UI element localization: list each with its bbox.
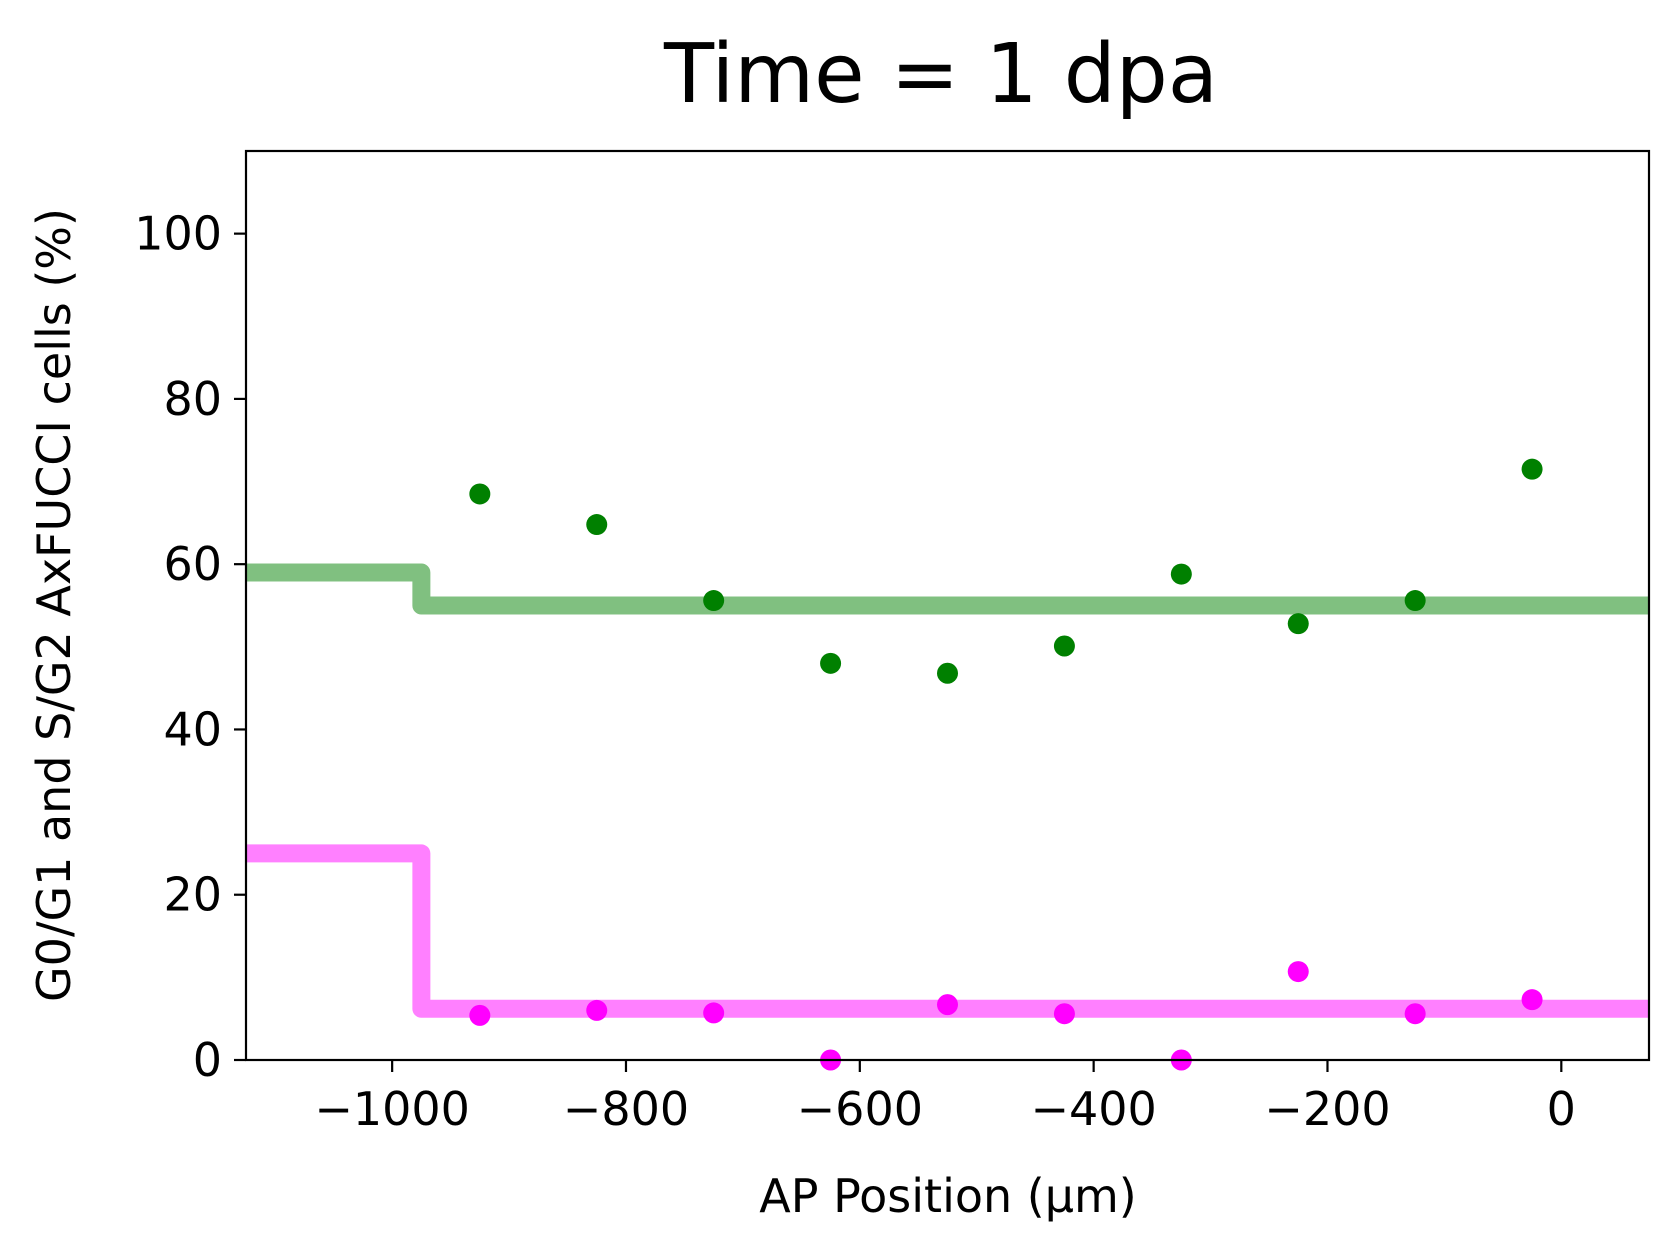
data-point-1-0: [469, 1004, 491, 1026]
data-point-0-4: [937, 662, 958, 684]
data-point-1-7: [1287, 961, 1309, 983]
y-tick-label: 60: [163, 537, 222, 591]
x-axis-label: AP Position (μm): [759, 1169, 1137, 1223]
x-tick-label: −400: [1030, 1082, 1156, 1136]
x-tick-label: −1000: [314, 1082, 470, 1136]
data-point-0-8: [1404, 590, 1426, 612]
axes-frame: [244, 149, 1651, 1062]
y-tick-label: 80: [163, 372, 222, 426]
chart-title: Time = 1 dpa: [663, 27, 1218, 122]
x-tick-label: −800: [563, 1082, 689, 1136]
data-point-1-8: [1404, 1003, 1426, 1025]
plot-area: [246, 458, 1649, 1071]
data-point-1-2: [703, 1002, 725, 1024]
y-tick-label: 20: [163, 868, 222, 922]
y-tick-label: 0: [193, 1033, 222, 1087]
data-point-0-9: [1521, 458, 1543, 480]
y-tick-label: 40: [163, 702, 222, 756]
y-axis-ticks: 0 20 40 60 80 100: [134, 207, 246, 1087]
data-point-1-1: [586, 999, 608, 1021]
y-tick-label: 100: [134, 207, 222, 261]
x-tick-label: −200: [1264, 1082, 1390, 1136]
data-point-0-3: [820, 652, 842, 674]
y-axis-label: G0/G1 and S/G2 AxFUCCI cells (%): [27, 208, 81, 1002]
data-point-0-0: [469, 483, 491, 505]
data-point-0-5: [1053, 635, 1075, 657]
data-point-0-1: [586, 514, 608, 536]
step-line-0: [246, 563, 1649, 615]
x-tick-label: 0: [1547, 1082, 1576, 1136]
data-point-1-4: [937, 994, 958, 1016]
data-point-0-2: [703, 590, 725, 612]
data-point-0-7: [1287, 613, 1309, 635]
data-point-1-5: [1053, 1003, 1075, 1025]
x-axis-ticks: −1000 −800 −600 −400 −200 0: [314, 1060, 1576, 1136]
data-point-1-9: [1521, 989, 1543, 1011]
data-point-0-6: [1170, 563, 1192, 585]
x-tick-label: −600: [797, 1082, 923, 1136]
step-line-1: [246, 844, 1649, 1018]
